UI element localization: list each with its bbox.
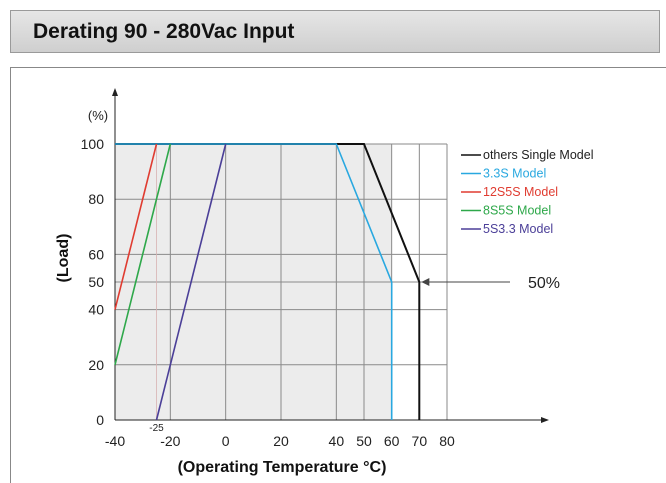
y-axis-arrow [112,88,118,96]
x-tick-label: 60 [384,433,400,449]
y-tick-label: 40 [88,302,104,318]
x-tick-label: 80 [439,433,455,449]
annotation-label: 50% [528,275,560,292]
x-tick-label: 70 [412,433,428,449]
y-tick-label: 50 [88,274,104,290]
x-tick-label: -40 [105,433,125,449]
y-tick-label: 100 [81,136,105,152]
legend-label-3: 8S5S Model [483,204,551,218]
section-title: Derating 90 - 280Vac Input [33,20,295,43]
y-axis-title: (Load) [55,234,72,283]
section-header: Derating 90 - 280Vac Input [10,10,660,53]
y-tick-label: 0 [96,412,104,428]
x-axis-arrow [541,417,549,423]
x-extra-tick-label: -25 [149,423,164,434]
y-unit-label: (%) [88,108,108,123]
legend-label-4: 5S3.3 Model [483,222,553,236]
x-tick-label: 40 [329,433,345,449]
legend-label-0: others Single Model [483,148,593,162]
annotation-arrow [421,278,430,286]
x-tick-label: 20 [273,433,289,449]
legend-label-1: 3.3S Model [483,167,546,181]
y-tick-label: 60 [88,246,104,262]
series-line-2 [114,143,158,310]
series-line-4 [155,143,227,421]
y-tick-label: 80 [88,191,104,207]
series-line-3 [114,143,172,365]
x-tick-label: -20 [160,433,180,449]
x-axis-title: (Operating Temperature °C) [178,459,387,476]
legend-label-2: 12S5S Model [483,185,558,199]
x-tick-label: 0 [222,433,230,449]
y-tick-label: 20 [88,357,104,373]
x-tick-label: 50 [356,433,372,449]
chart-frame [10,67,666,483]
